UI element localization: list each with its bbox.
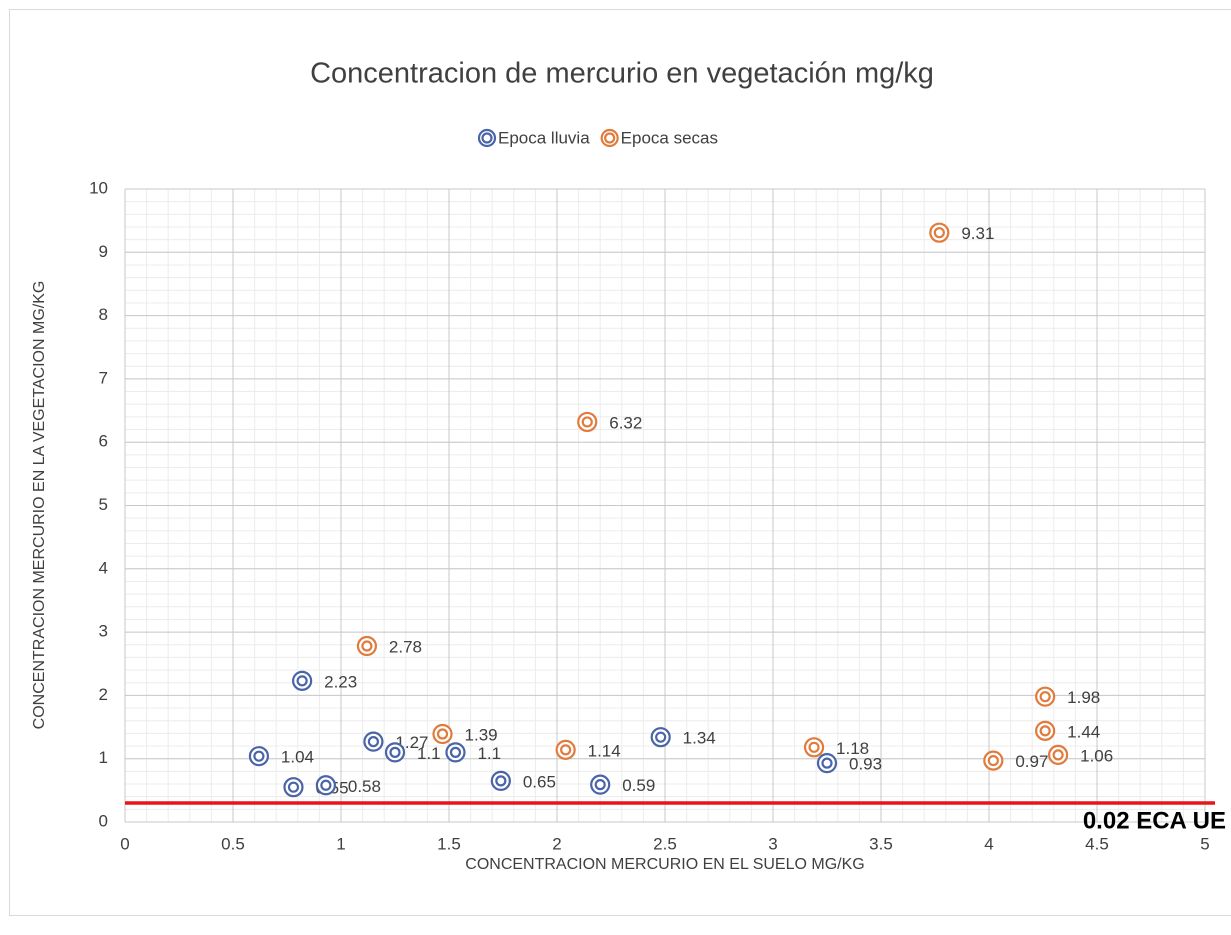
data-label: 2.78 — [389, 638, 422, 657]
data-label: 9.31 — [961, 224, 994, 243]
marker — [557, 741, 575, 759]
marker — [1036, 722, 1054, 740]
marker — [386, 743, 404, 761]
data-label: 0.59 — [622, 776, 655, 795]
x-tick-label: 3.5 — [869, 834, 893, 853]
marker — [818, 754, 836, 772]
y-tick-label: 0 — [99, 811, 108, 830]
marker — [578, 413, 596, 431]
reference-label: 0.02 ECA UE — [1083, 807, 1226, 834]
x-tick-label: 4.5 — [1085, 834, 1109, 853]
data-label: 1.1 — [477, 744, 501, 763]
y-tick-label: 8 — [99, 305, 108, 324]
marker — [434, 725, 452, 743]
y-tick-label: 5 — [99, 495, 108, 514]
data-label: 1.1 — [417, 744, 441, 763]
marker — [317, 776, 335, 794]
marker — [591, 776, 609, 794]
marker — [250, 747, 268, 765]
y-tick-label: 4 — [99, 558, 108, 577]
y-tick-label: 1 — [99, 748, 108, 767]
data-label: 1.14 — [588, 741, 621, 760]
marker — [1036, 688, 1054, 706]
data-label: 1.44 — [1067, 722, 1100, 741]
marker — [652, 728, 670, 746]
y-tick-label: 7 — [99, 368, 108, 387]
x-tick-label: 2.5 — [653, 834, 677, 853]
x-tick-label: 3 — [768, 834, 777, 853]
marker — [805, 738, 823, 756]
legend-label: Epoca lluvia — [498, 128, 590, 147]
y-axis-title: CONCENTRACION MERCURIO EN LA VEGETACION … — [31, 281, 48, 730]
y-tick-label: 6 — [99, 432, 108, 451]
marker — [446, 743, 464, 761]
data-label: 2.23 — [324, 672, 357, 691]
marker — [358, 637, 376, 655]
data-label: 1.06 — [1080, 746, 1113, 765]
data-label: 1.34 — [683, 729, 716, 748]
x-tick-label: 4 — [984, 834, 993, 853]
data-label: 0.58 — [348, 777, 381, 796]
x-tick-label: 0.5 — [221, 834, 245, 853]
x-tick-label: 1.5 — [437, 834, 461, 853]
data-label: 1.39 — [465, 725, 498, 744]
x-tick-label: 1 — [336, 834, 345, 853]
marker — [479, 130, 495, 146]
data-label: 0.97 — [1015, 752, 1048, 771]
chart-title: Concentracion de mercurio en vegetación … — [310, 58, 934, 90]
y-tick-label: 10 — [89, 178, 108, 197]
data-label: 1.98 — [1067, 688, 1100, 707]
marker — [1049, 746, 1067, 764]
y-tick-label: 9 — [99, 242, 108, 261]
data-label: 1.04 — [281, 748, 314, 767]
y-tick-label: 2 — [99, 685, 108, 704]
marker — [364, 733, 382, 751]
data-label: 6.32 — [609, 413, 642, 432]
marker — [984, 752, 1002, 770]
y-tick-label: 3 — [99, 622, 108, 641]
x-tick-label: 0 — [120, 834, 129, 853]
marker — [930, 224, 948, 242]
marker — [492, 772, 510, 790]
marker — [284, 778, 302, 796]
x-axis-title: CONCENTRACION MERCURIO EN EL SUELO MG/KG — [465, 856, 864, 873]
x-tick-label: 2 — [552, 834, 561, 853]
x-tick-label: 5 — [1200, 834, 1209, 853]
legend-label: Epoca secas — [621, 128, 718, 147]
data-label: 0.65 — [523, 772, 556, 791]
marker — [293, 672, 311, 690]
data-label: 1.18 — [836, 739, 869, 758]
